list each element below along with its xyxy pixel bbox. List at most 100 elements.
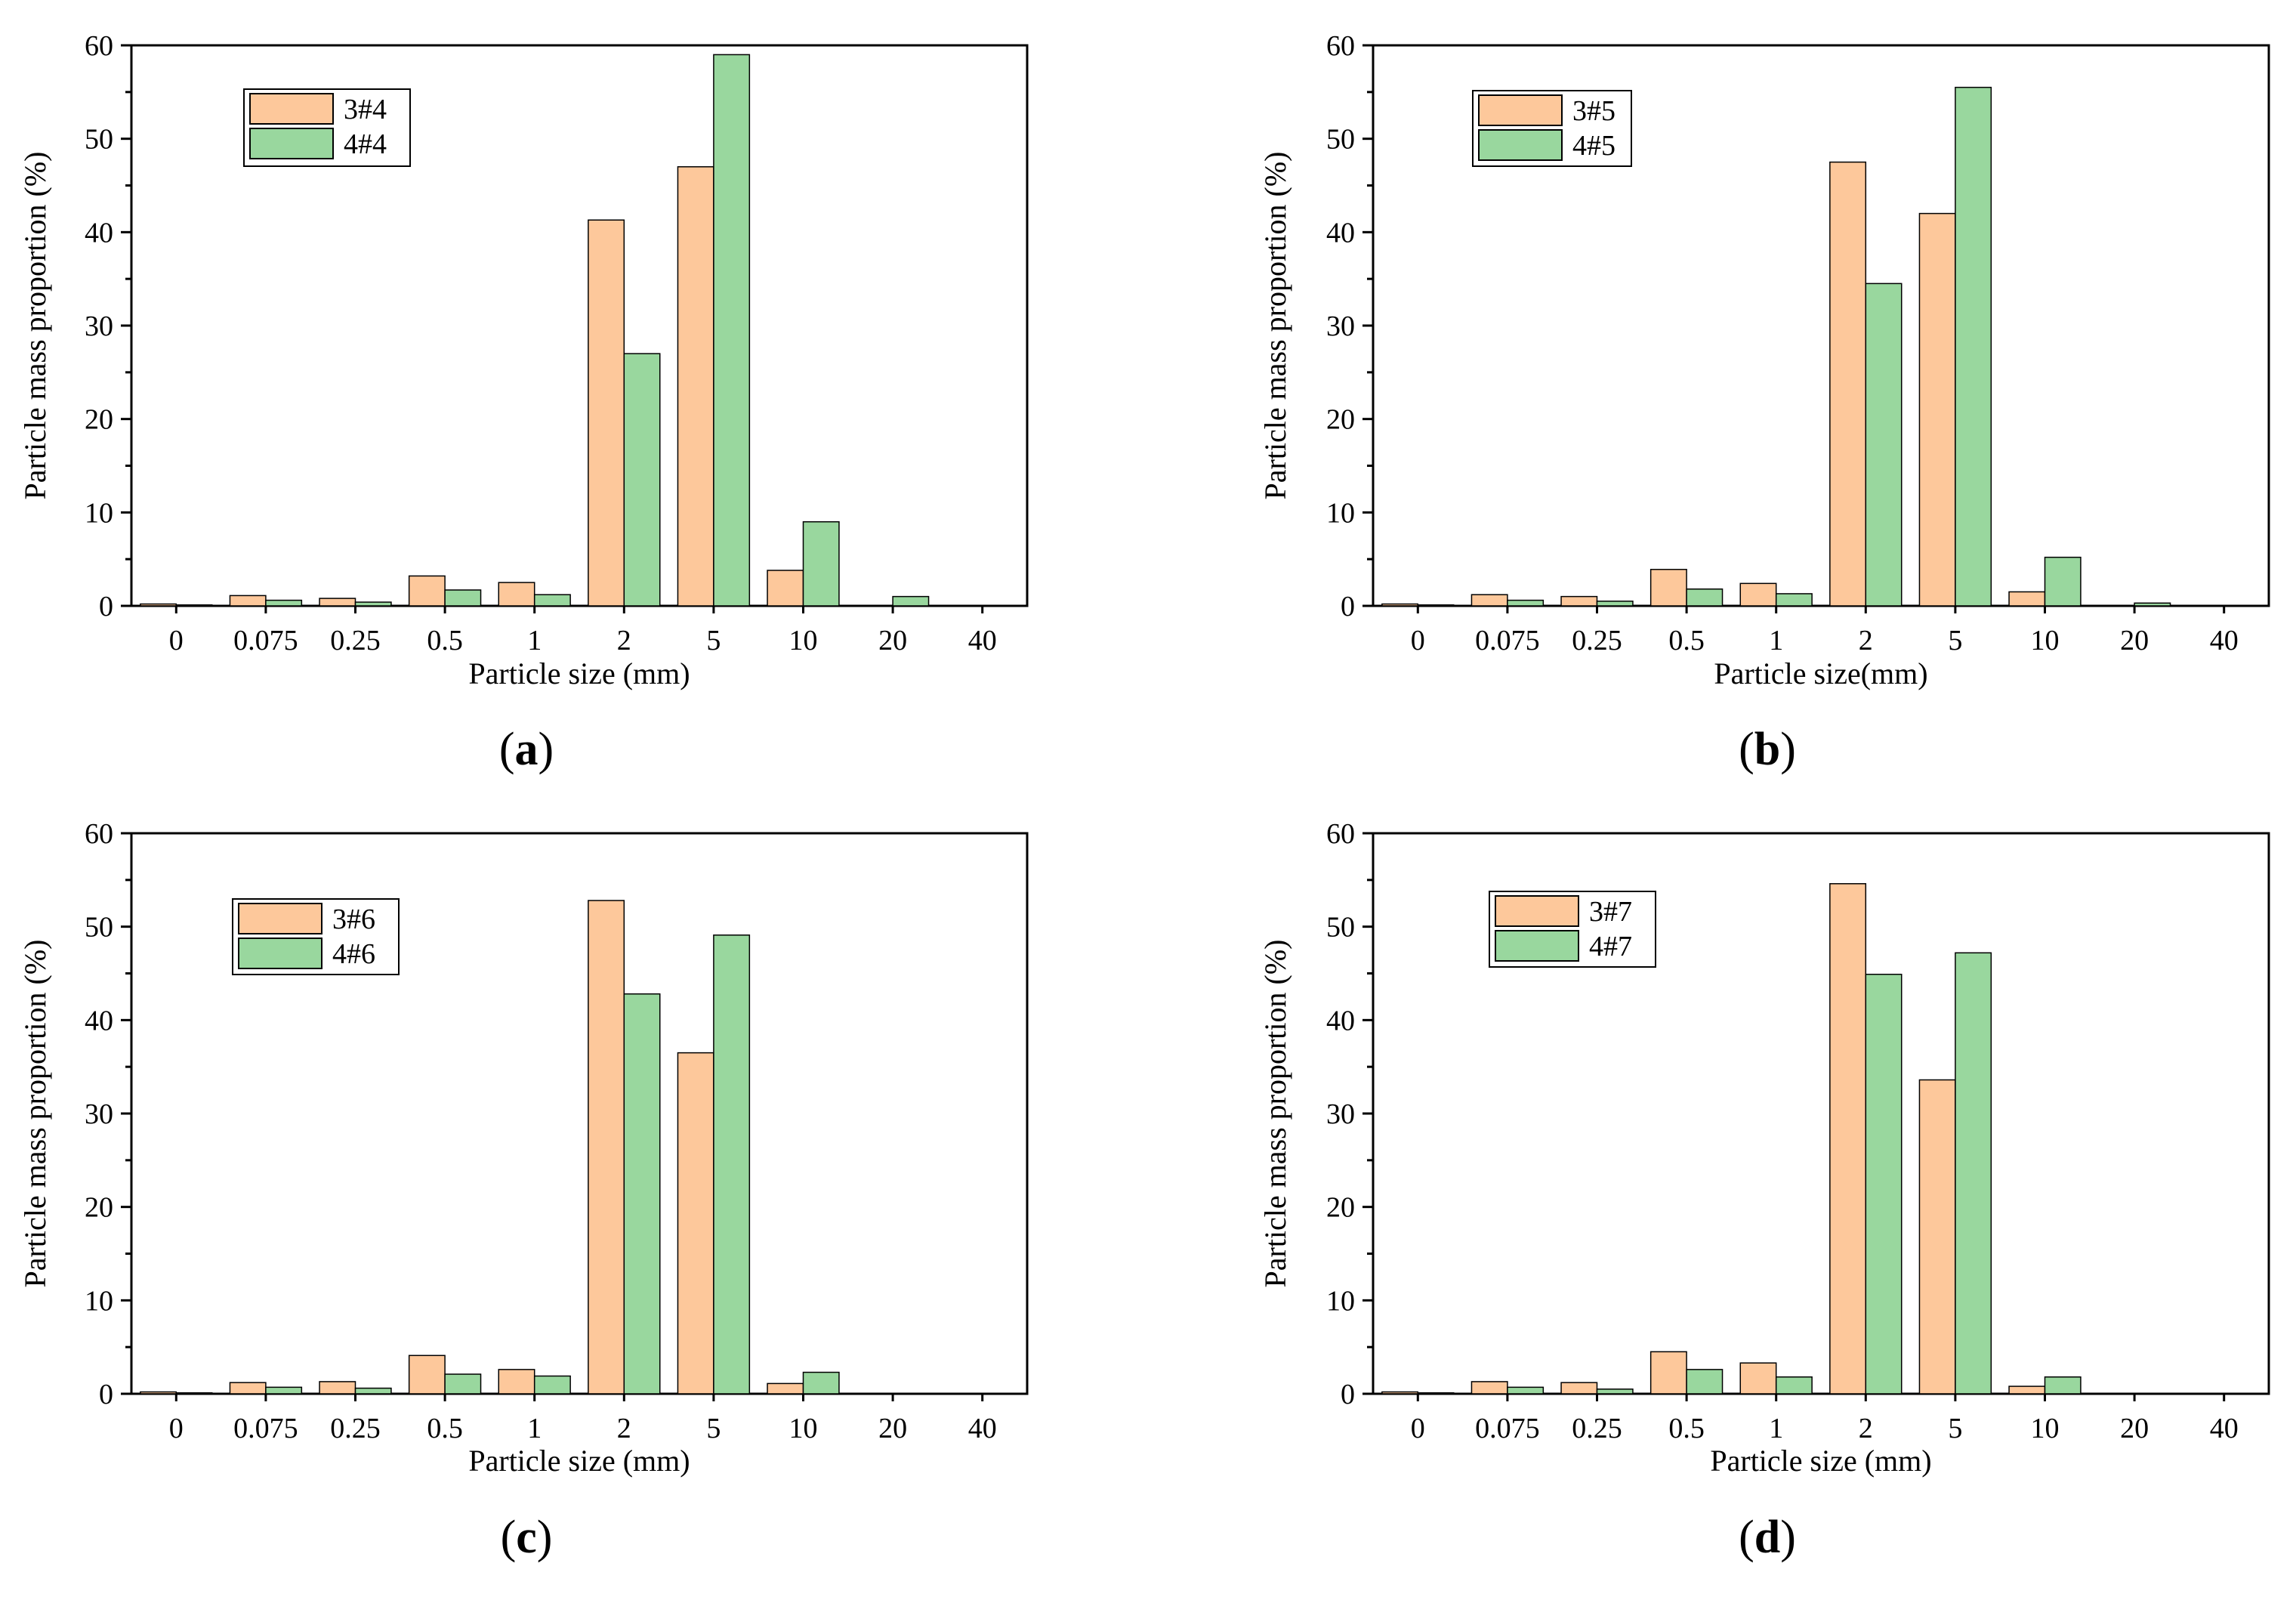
x-tick-label: 2 — [1859, 625, 1873, 656]
legend-swatch-4#4 — [249, 128, 334, 159]
bar-3#4-0.25 — [319, 598, 356, 607]
panel-caption: (c) — [501, 1512, 553, 1563]
y-tick-label: 40 — [1326, 1005, 1355, 1036]
x-tick-label: 0.075 — [1475, 1413, 1540, 1444]
bar-4#5-0.075 — [1507, 599, 1545, 607]
y-tick-label: 60 — [85, 30, 113, 62]
x-tick-label: 2 — [617, 625, 631, 656]
bar-3#4-1 — [498, 582, 535, 607]
bar-4#5-20 — [2134, 602, 2171, 607]
caption-close-paren: ) — [1780, 1512, 1796, 1563]
bar-4#6-10 — [802, 1371, 840, 1395]
bar-4#4-0.5 — [444, 589, 482, 607]
y-tick-label: 20 — [1326, 1192, 1355, 1224]
bar-4#6-0 — [175, 1392, 213, 1395]
x-tick-label: 0.075 — [233, 625, 298, 656]
caption-letter: d — [1754, 1512, 1780, 1563]
legend-label: 3#7 — [1589, 896, 1632, 928]
x-tick-label: 40 — [968, 625, 997, 656]
y-axis-label: Particle mass proportion (%) — [1258, 940, 1292, 1288]
bar-3#4-0.5 — [408, 575, 446, 607]
x-tick-label: 1 — [1769, 1413, 1783, 1444]
legend-label: 3#5 — [1572, 95, 1616, 127]
y-tick-label: 0 — [1341, 1379, 1355, 1410]
x-axis-label: Particle size(mm) — [1714, 656, 1927, 690]
bar-3#5-10 — [2008, 591, 2046, 607]
x-axis-label: Particle size (mm) — [1710, 1444, 1931, 1478]
x-tick-label: 1 — [527, 625, 542, 656]
y-tick-label: 30 — [1326, 1098, 1355, 1130]
bar-4#4-10 — [802, 520, 840, 607]
y-tick-label: 60 — [85, 818, 113, 850]
bar-3#4-2 — [588, 219, 625, 607]
y-tick-label: 0 — [99, 1379, 113, 1410]
bar-3#6-5 — [677, 1052, 714, 1395]
legend-label: 4#5 — [1572, 130, 1616, 162]
caption-letter: c — [516, 1512, 537, 1563]
caption-open-paren: ( — [1739, 724, 1754, 775]
bar-3#6-0.075 — [229, 1382, 267, 1395]
x-tick-label: 0.25 — [330, 625, 381, 656]
bar-3#4-0 — [140, 603, 177, 607]
x-tick-label: 0 — [169, 1413, 184, 1444]
x-tick-label: 2 — [617, 1413, 631, 1444]
legend-swatch-4#5 — [1478, 129, 1563, 161]
legend-swatch-3#5 — [1478, 94, 1563, 126]
bar-3#5-2 — [1829, 161, 1867, 607]
bar-3#7-0.5 — [1649, 1351, 1687, 1395]
x-tick-label: 10 — [2031, 625, 2060, 656]
y-tick-label: 50 — [1326, 124, 1355, 156]
bar-3#6-0.25 — [319, 1381, 356, 1395]
y-tick-label: 60 — [1326, 818, 1355, 850]
bar-3#5-0 — [1381, 603, 1419, 607]
caption-letter: b — [1754, 724, 1780, 775]
y-tick-label: 30 — [1326, 310, 1355, 342]
bar-4#5-10 — [2044, 556, 2082, 607]
x-tick-label: 40 — [2210, 625, 2239, 656]
bar-3#6-0 — [140, 1391, 177, 1395]
caption-close-paren: ) — [539, 724, 554, 775]
bar-4#5-1 — [1775, 593, 1813, 607]
y-tick-label: 10 — [1326, 1285, 1355, 1317]
x-axis-label: Particle size (mm) — [468, 656, 690, 690]
caption-open-paren: ( — [499, 724, 515, 775]
bar-3#6-0.5 — [408, 1355, 446, 1395]
x-tick-label: 0.25 — [330, 1413, 381, 1444]
y-tick-label: 20 — [85, 404, 113, 436]
bar-4#4-20 — [892, 595, 930, 607]
caption-letter: a — [515, 724, 539, 775]
x-tick-label: 5 — [706, 625, 721, 656]
x-tick-label: 0.25 — [1572, 1413, 1622, 1444]
y-tick-label: 40 — [1326, 217, 1355, 249]
chart-panel-b: 0 10 20 30 40 50 60 0 0.075 0.25 0.5 1 2 5 10 20 40 3#54#… — [1258, 30, 2270, 775]
legend-label: 4#6 — [332, 938, 375, 970]
panel-caption: (a) — [499, 724, 554, 775]
y-tick-label: 40 — [85, 1005, 113, 1036]
legend-swatch-3#7 — [1495, 895, 1579, 927]
y-tick-label: 0 — [99, 591, 113, 622]
y-tick-label: 50 — [85, 124, 113, 156]
bar-4#4-1 — [533, 594, 571, 607]
bar-4#6-0.5 — [444, 1373, 482, 1395]
bar-4#4-2 — [623, 353, 661, 607]
bar-4#4-5 — [713, 54, 751, 607]
x-tick-label: 0.5 — [1668, 1413, 1705, 1444]
bar-4#7-10 — [2044, 1376, 2082, 1395]
bar-4#4-0 — [175, 604, 213, 607]
y-tick-label: 30 — [85, 1098, 113, 1130]
x-tick-label: 0.5 — [427, 625, 463, 656]
x-tick-label: 5 — [1948, 1413, 1962, 1444]
y-tick-label: 40 — [85, 217, 113, 249]
chart-panel-c: 0 10 20 30 40 50 60 0 0.075 0.25 0.5 1 2 5 10 20 40 3#64#… — [18, 818, 1029, 1563]
caption-open-paren: ( — [1739, 1512, 1754, 1563]
x-tick-label: 1 — [1769, 625, 1783, 656]
bar-4#5-0.5 — [1686, 588, 1724, 607]
y-tick-label: 20 — [85, 1192, 113, 1224]
bar-3#7-1 — [1739, 1362, 1777, 1395]
x-tick-label: 10 — [2031, 1413, 2060, 1444]
bar-4#6-1 — [533, 1375, 571, 1395]
x-tick-label: 20 — [878, 625, 907, 656]
bar-3#5-0.075 — [1470, 594, 1508, 607]
bar-3#5-0.25 — [1560, 595, 1598, 607]
